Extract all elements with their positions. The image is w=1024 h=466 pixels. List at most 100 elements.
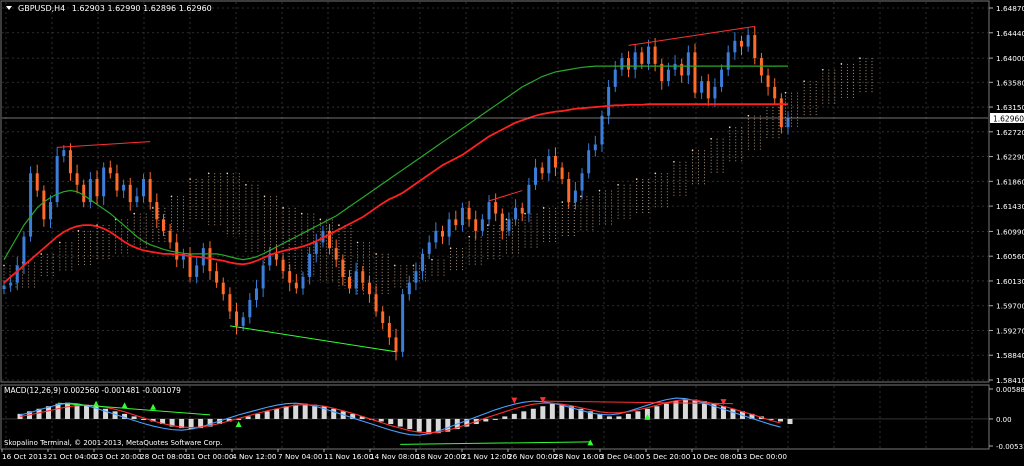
cloud-edge-dot bbox=[449, 247, 452, 249]
macd-hist-bar bbox=[255, 413, 261, 419]
cloud-edge-dot bbox=[393, 264, 396, 267]
dropdown-arrow-icon[interactable] bbox=[6, 6, 12, 10]
macd-hist-bar bbox=[511, 413, 517, 419]
macd-hist-bar bbox=[131, 416, 137, 419]
candle-body bbox=[102, 167, 106, 197]
candle-body bbox=[726, 52, 730, 70]
macd-hist-bar bbox=[245, 416, 251, 419]
cloud-edge-dot bbox=[189, 178, 191, 180]
ma-fast-line bbox=[3, 103, 788, 284]
cloud-edge-dot bbox=[487, 224, 489, 226]
candle-body bbox=[381, 311, 385, 323]
macd-hist-bar bbox=[188, 418, 194, 430]
macd-hist-bar bbox=[397, 418, 403, 427]
candle-body bbox=[467, 207, 471, 220]
cloud-edge-dot bbox=[40, 253, 43, 255]
macd-hist-bar bbox=[616, 416, 622, 419]
buy-arrow-icon bbox=[150, 403, 157, 410]
x-tick-label: 4 Nov 12:00 bbox=[232, 452, 277, 461]
macd-hist-bar bbox=[312, 404, 318, 419]
cloud-edge-dot bbox=[356, 241, 359, 244]
macd-hist-bar bbox=[682, 398, 688, 419]
candle-body bbox=[221, 282, 225, 295]
divergence-line bbox=[628, 25, 755, 46]
buy-arrow-icon bbox=[121, 402, 128, 409]
macd-hist-bar bbox=[198, 418, 204, 429]
candle-body bbox=[55, 155, 59, 203]
x-tick-label: 11 Nov 16:00 bbox=[324, 452, 374, 461]
macd-hist-bar bbox=[426, 418, 432, 435]
price-axis[interactable]: 1.64870 1.64440 1.64000 1.63580 1.63150 1.627… bbox=[989, 4, 1024, 385]
candle-body bbox=[560, 167, 564, 180]
cloud-edge-dot bbox=[598, 189, 601, 192]
macd-hist-bar bbox=[559, 404, 565, 419]
candle-body bbox=[766, 75, 770, 87]
cloud-edge-dot bbox=[524, 212, 526, 215]
candle-body bbox=[627, 58, 631, 70]
y-tick-label: 1.63150 bbox=[996, 103, 1024, 112]
candle-body bbox=[414, 271, 418, 283]
candle-body bbox=[713, 86, 717, 99]
copyright-footer: Skopalino Terminal, © 2001-2013, MetaQuo… bbox=[4, 439, 222, 447]
candle-body bbox=[520, 207, 524, 214]
candle-body bbox=[680, 63, 684, 76]
candle-body bbox=[208, 248, 212, 272]
candle-body bbox=[22, 236, 26, 266]
candle-body bbox=[500, 213, 504, 231]
candle-body bbox=[148, 179, 152, 203]
candle-body bbox=[115, 173, 119, 191]
macd-hist-bar bbox=[112, 411, 118, 419]
y-tick-label: 1.60990 bbox=[996, 227, 1024, 236]
cloud-edge-dot bbox=[207, 172, 210, 175]
candle-body bbox=[29, 173, 33, 237]
cloud-edge-dot bbox=[542, 207, 545, 209]
macd-hist-bar bbox=[777, 418, 783, 422]
candle-body bbox=[434, 230, 438, 243]
candle-body bbox=[527, 184, 531, 214]
macd-hist-bar bbox=[207, 418, 213, 427]
x-tick-label: 21 Oct 04:00 bbox=[48, 452, 96, 461]
macd-hist-bar bbox=[597, 413, 603, 419]
cloud-edge-dot bbox=[747, 114, 750, 117]
macd-hist-bar bbox=[711, 403, 717, 419]
candle-body bbox=[374, 294, 378, 312]
macd-axis[interactable]: 0.005886 0.00 -0.005317 bbox=[989, 386, 1024, 451]
cloud-edge-dot bbox=[617, 183, 619, 186]
candle-body bbox=[314, 242, 318, 254]
candle-body bbox=[75, 173, 79, 185]
signal-line bbox=[19, 399, 781, 434]
candle-body bbox=[494, 202, 498, 214]
candle-body bbox=[454, 219, 458, 226]
macd-hist-bar bbox=[46, 406, 52, 419]
main-pane-frame bbox=[0, 0, 990, 383]
candle-body bbox=[786, 117, 790, 128]
candle-body bbox=[254, 288, 258, 300]
macd-indicator bbox=[2, 397, 988, 446]
macd-hist-bar bbox=[293, 404, 299, 419]
macd-hist-bar bbox=[65, 402, 71, 419]
candle-body bbox=[122, 184, 126, 191]
y-tick-label: 1.60560 bbox=[996, 252, 1024, 261]
cloud-edge-dot bbox=[170, 195, 173, 198]
x-tick-label: 28 Oct 08:00 bbox=[140, 452, 188, 461]
macd-hist-bar bbox=[483, 418, 489, 422]
macd-line bbox=[19, 397, 781, 436]
macd-hist-bar bbox=[36, 408, 42, 419]
macd-hist-bar bbox=[464, 418, 470, 427]
macd-hist-bar bbox=[378, 418, 384, 422]
candle-body bbox=[693, 52, 697, 93]
candle-body bbox=[288, 271, 292, 283]
candle-body bbox=[347, 276, 351, 289]
candle-body bbox=[720, 69, 724, 87]
y-tick-label: 1.64000 bbox=[996, 54, 1024, 63]
y-tick-label: 1.61430 bbox=[996, 202, 1024, 211]
sell-arrow-icon bbox=[720, 399, 727, 406]
cloud-edge-dot bbox=[635, 178, 638, 180]
candle-body bbox=[9, 282, 13, 286]
cloud-edge-dot bbox=[319, 218, 322, 221]
y-tick-label: 1.59700 bbox=[996, 302, 1024, 311]
candle-body bbox=[135, 196, 139, 203]
